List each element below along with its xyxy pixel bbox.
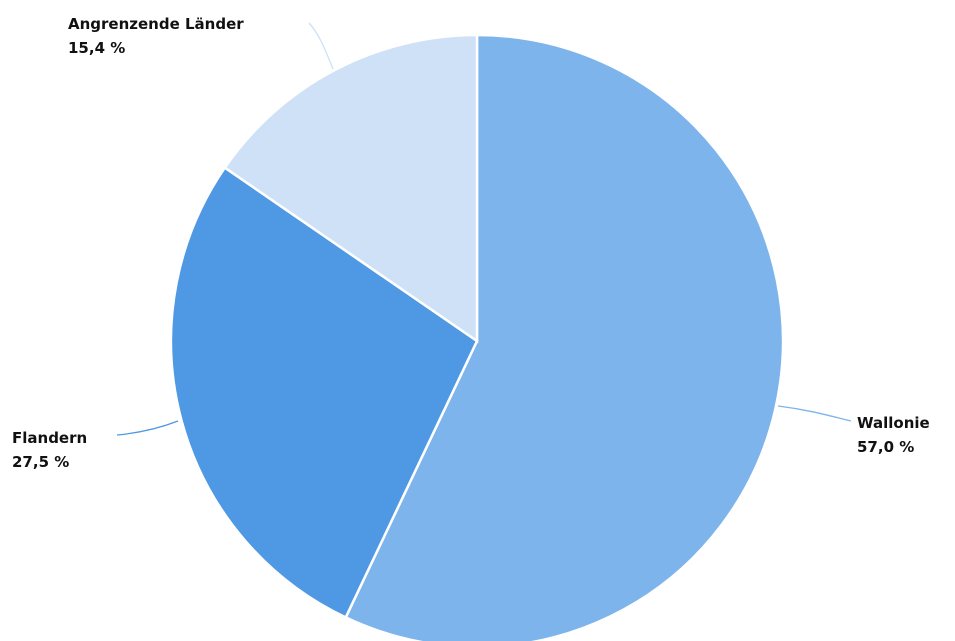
slice-label-flandern: Flandern	[12, 429, 87, 447]
pie-slice-angrenzende-lander	[223, 33, 479, 344]
pie-leader-lines	[116, 22, 852, 436]
slice-value-wallonie: 57,0 %	[857, 438, 914, 456]
leader-line-angrenzende-lander	[308, 22, 334, 70]
leader-line-wallonie	[777, 405, 852, 422]
pie-slices	[169, 33, 785, 641]
pie-labels: Wallonie 57,0 % Flandern 27,5 % Angrenzende …	[12, 15, 930, 471]
leader-line-flandern	[116, 420, 179, 436]
slice-value-angrenzende-lander: 15,4 %	[68, 39, 125, 57]
pie-slice-wallonie	[344, 33, 785, 641]
pie-slice-flandern	[169, 165, 479, 620]
slice-value-flandern: 27,5 %	[12, 453, 69, 471]
slice-label-angrenzende-lander: Angrenzende Länder	[68, 15, 244, 33]
slice-label-wallonie: Wallonie	[857, 414, 930, 432]
